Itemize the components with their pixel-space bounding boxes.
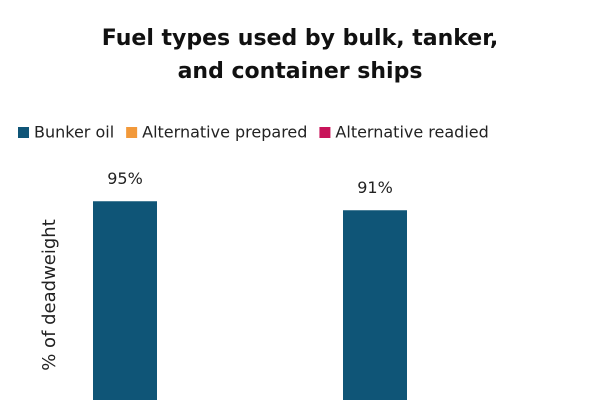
bar [343, 210, 407, 400]
legend-label: Alternative readied [335, 123, 488, 142]
legend-swatch [126, 127, 138, 138]
value-label: 91% [357, 178, 393, 197]
y-axis-label: % of deadweight [39, 219, 60, 371]
legend-label: Alternative prepared [142, 123, 307, 142]
value-label: 95% [107, 169, 143, 188]
bar [93, 201, 157, 400]
legend-swatch [18, 127, 29, 138]
chart-title: Fuel types used by bulk, tanker, and con… [101, 26, 499, 84]
legend-swatch [319, 127, 331, 138]
legend-label: Bunker oil [34, 123, 114, 142]
